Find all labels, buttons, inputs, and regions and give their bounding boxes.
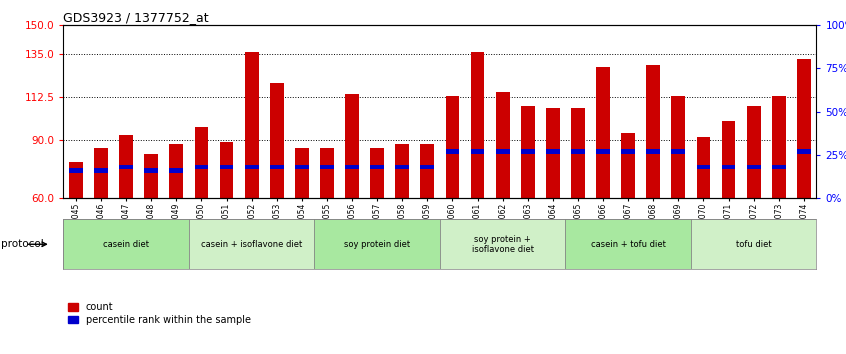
Bar: [94, 148, 108, 198]
Bar: [119, 165, 133, 169]
Text: soy protein diet: soy protein diet: [344, 240, 410, 249]
Bar: [440, 219, 565, 269]
Bar: [371, 148, 384, 198]
Text: tofu diet: tofu diet: [736, 240, 772, 249]
Bar: [797, 59, 810, 198]
Bar: [195, 165, 208, 169]
Bar: [596, 67, 610, 198]
Bar: [270, 165, 283, 169]
Bar: [295, 165, 309, 169]
Bar: [195, 127, 208, 198]
Bar: [722, 121, 735, 198]
Bar: [496, 149, 509, 154]
Bar: [621, 133, 635, 198]
Text: soy protein +
isoflavone diet: soy protein + isoflavone diet: [472, 235, 534, 254]
Bar: [521, 106, 535, 198]
Bar: [696, 165, 711, 169]
Bar: [446, 96, 459, 198]
Text: casein + isoflavone diet: casein + isoflavone diet: [201, 240, 302, 249]
Bar: [747, 165, 761, 169]
Bar: [672, 149, 685, 154]
Legend: count, percentile rank within the sample: count, percentile rank within the sample: [69, 302, 250, 325]
Bar: [797, 149, 810, 154]
Bar: [69, 169, 83, 173]
Bar: [145, 154, 158, 198]
Bar: [169, 169, 184, 173]
Bar: [395, 144, 409, 198]
Bar: [546, 108, 560, 198]
Bar: [470, 149, 485, 154]
Bar: [772, 96, 786, 198]
Bar: [571, 149, 585, 154]
Bar: [646, 149, 660, 154]
Bar: [722, 165, 735, 169]
Bar: [395, 165, 409, 169]
Text: casein diet: casein diet: [103, 240, 149, 249]
Bar: [747, 106, 761, 198]
Bar: [94, 169, 108, 173]
Bar: [244, 165, 259, 169]
Bar: [145, 169, 158, 173]
Bar: [696, 137, 711, 198]
Bar: [119, 135, 133, 198]
Bar: [446, 149, 459, 154]
Bar: [621, 149, 635, 154]
Bar: [521, 149, 535, 154]
Bar: [320, 165, 334, 169]
Bar: [371, 165, 384, 169]
Bar: [546, 149, 560, 154]
Bar: [345, 165, 359, 169]
Text: GDS3923 / 1377752_at: GDS3923 / 1377752_at: [63, 11, 209, 24]
Bar: [672, 96, 685, 198]
Bar: [315, 219, 440, 269]
Bar: [772, 165, 786, 169]
Bar: [691, 219, 816, 269]
Bar: [565, 219, 691, 269]
Bar: [220, 142, 233, 198]
Text: casein + tofu diet: casein + tofu diet: [591, 240, 666, 249]
Bar: [596, 149, 610, 154]
Bar: [244, 52, 259, 198]
Bar: [420, 144, 434, 198]
Bar: [420, 165, 434, 169]
Bar: [646, 65, 660, 198]
Bar: [496, 92, 509, 198]
Bar: [69, 162, 83, 198]
Bar: [220, 165, 233, 169]
Bar: [63, 219, 189, 269]
Bar: [270, 82, 283, 198]
Bar: [571, 108, 585, 198]
Bar: [295, 148, 309, 198]
Bar: [320, 148, 334, 198]
Bar: [470, 52, 485, 198]
Bar: [169, 144, 184, 198]
Bar: [345, 94, 359, 198]
Text: protocol: protocol: [1, 239, 44, 249]
Bar: [189, 219, 315, 269]
